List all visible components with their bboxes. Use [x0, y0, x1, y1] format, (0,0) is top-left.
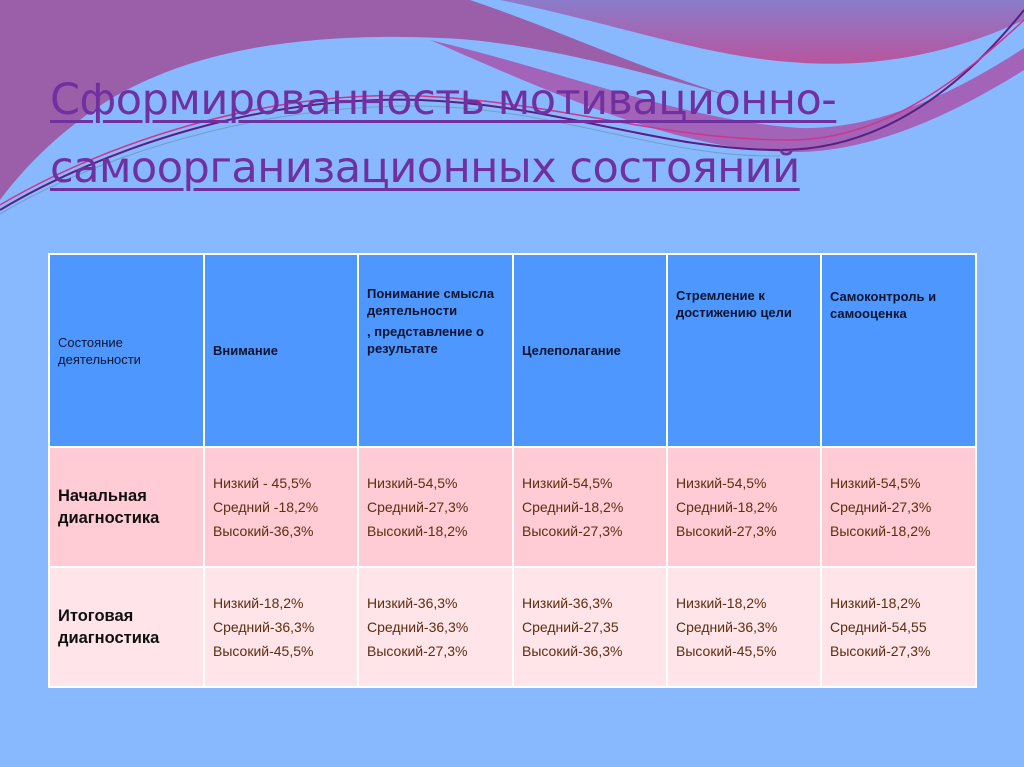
- table-cell: Низкий-18,2% Средний-36,3% Высокий-45,5%: [203, 566, 359, 688]
- results-table: Состояние деятельности Внимание Понимани…: [48, 253, 977, 688]
- table-cell: Низкий-18,2% Средний-54,55 Высокий-27,3%: [820, 566, 977, 688]
- header-self-control: Самоконтроль и самооценка: [820, 253, 977, 448]
- slide-title-line-1: Сформированность мотивационно-: [50, 75, 837, 125]
- row-label: Начальная диагностика: [48, 446, 205, 568]
- table-cell: Низкий-36,3% Средний-36,3% Высокий-27,3%: [357, 566, 514, 688]
- table-cell: Низкий-54,5% Средний-18,2% Высокий-27,3%: [512, 446, 668, 568]
- header-goal-setting: Целеполагание: [512, 253, 668, 448]
- table-cell: Низкий - 45,5% Средний -18,2% Высокий-36,3…: [203, 446, 359, 568]
- header-attention: Внимание: [203, 253, 359, 448]
- table-cell: Низкий-18,2% Средний-36,3% Высокий-45,5%: [666, 566, 822, 688]
- row-label: Итоговая диагностика: [48, 566, 205, 688]
- table-cell: Низкий-54,5% Средний-27,3% Высокий-18,2%: [357, 446, 514, 568]
- table-cell: Низкий-36,3% Средний-27,35 Высокий-36,3%: [512, 566, 668, 688]
- header-achievement-striving: Стремление к достижению цели: [666, 253, 822, 448]
- header-activity-state: Состояние деятельности: [48, 253, 205, 448]
- table-cell: Низкий-54,5% Средний-18,2% Высокий-27,3%: [666, 446, 822, 568]
- decorative-wave-header: [0, 0, 1024, 215]
- slide-title: Сформированность мотивационно- самоорган…: [50, 66, 970, 202]
- table-cell: Низкий-54,5% Средний-27,3% Высокий-18,2%: [820, 446, 977, 568]
- header-understanding: Понимание смысла деятельности , представ…: [357, 253, 514, 448]
- slide-title-line-2: самоорганизационных состояний: [50, 143, 800, 193]
- table-row-initial-diagnostics: Начальная диагностика Низкий - 45,5% Сред…: [48, 446, 977, 568]
- table-row-final-diagnostics: Итоговая диагностика Низкий-18,2% Средний…: [48, 566, 977, 688]
- table-header-row: Состояние деятельности Внимание Понимани…: [48, 253, 977, 448]
